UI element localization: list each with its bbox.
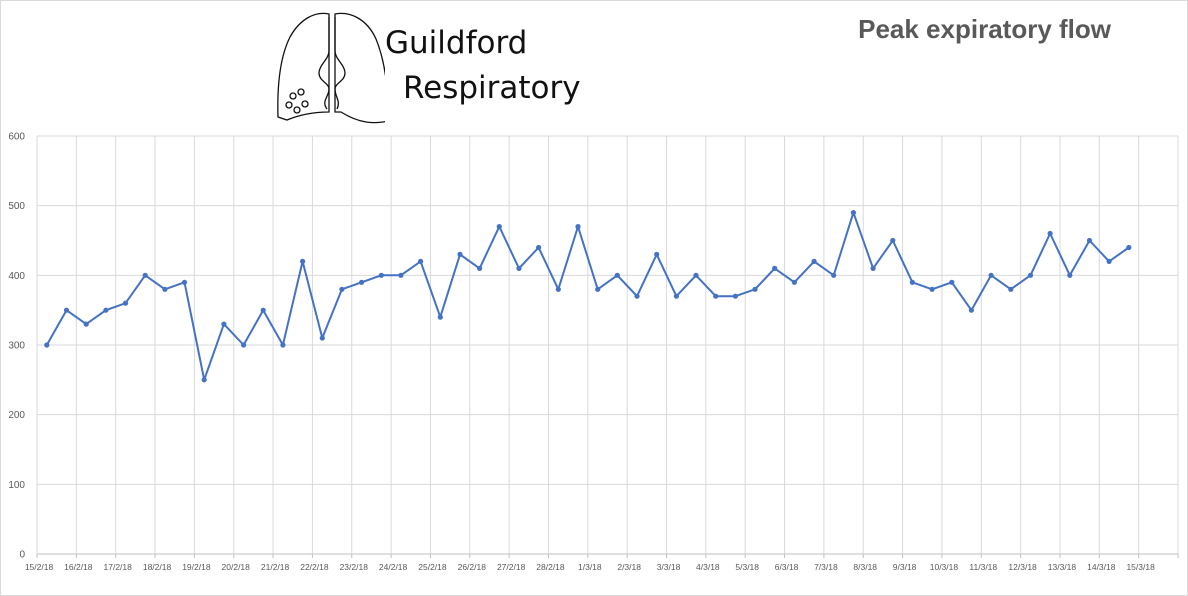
x-tick-label: 15/3/18 xyxy=(1126,562,1155,572)
y-tick-label: 500 xyxy=(8,201,25,212)
data-point xyxy=(83,321,89,327)
x-tick-label: 13/3/18 xyxy=(1048,562,1077,572)
data-point xyxy=(949,279,955,285)
x-tick-label: 14/3/18 xyxy=(1087,562,1116,572)
data-point xyxy=(201,377,207,383)
x-tick-label: 28/2/18 xyxy=(536,562,565,572)
data-point xyxy=(654,251,660,257)
data-point xyxy=(732,293,739,299)
x-tick-label: 10/3/18 xyxy=(930,562,959,572)
data-point xyxy=(359,279,365,285)
data-point xyxy=(909,279,916,285)
x-tick-label: 9/3/18 xyxy=(893,562,917,572)
y-tick-label: 100 xyxy=(8,480,25,491)
data-point xyxy=(791,279,798,285)
data-point xyxy=(1106,258,1112,264)
x-tick-label: 25/2/18 xyxy=(418,562,447,572)
data-point xyxy=(477,265,483,271)
x-tick-label: 12/3/18 xyxy=(1008,562,1037,572)
data-point xyxy=(142,272,148,278)
data-point xyxy=(1027,272,1034,278)
x-tick-label: 11/3/18 xyxy=(969,562,997,572)
data-point xyxy=(772,265,778,271)
x-tick-label: 16/2/18 xyxy=(64,562,93,572)
y-tick-label: 600 xyxy=(8,132,25,143)
data-point xyxy=(870,265,876,271)
x-tick-label: 6/3/18 xyxy=(775,562,799,572)
data-point xyxy=(634,293,640,299)
data-point xyxy=(850,210,857,216)
x-tick-label: 17/2/18 xyxy=(104,562,133,572)
data-point xyxy=(181,279,188,285)
data-point xyxy=(555,286,561,292)
x-tick-label: 4/3/18 xyxy=(696,562,720,572)
data-point xyxy=(496,224,502,230)
y-tick-label: 200 xyxy=(8,410,25,421)
x-tick-label: 24/2/18 xyxy=(379,562,408,572)
x-tick-label: 15/2/18 xyxy=(25,562,54,572)
data-point xyxy=(595,286,601,292)
data-point xyxy=(713,293,719,299)
y-tick-label: 0 xyxy=(19,550,25,561)
x-tick-label: 1/3/18 xyxy=(578,562,602,572)
series-line xyxy=(45,211,1130,381)
data-point xyxy=(44,342,50,348)
data-point xyxy=(575,224,581,230)
data-point xyxy=(241,342,247,348)
data-point xyxy=(831,272,837,278)
data-point xyxy=(457,251,463,257)
x-tick-label: 2/3/18 xyxy=(617,562,641,572)
logo-text-line2: Respiratory xyxy=(403,70,581,106)
chart-title: Peak expiratory flow xyxy=(858,14,1111,44)
data-point xyxy=(1126,244,1132,251)
y-tick-label: 400 xyxy=(8,271,25,282)
data-point xyxy=(103,307,109,313)
data-point xyxy=(890,237,896,244)
x-tick-label: 7/3/18 xyxy=(814,562,838,572)
data-point xyxy=(398,272,404,278)
data-point xyxy=(752,286,758,292)
data-point xyxy=(260,307,266,313)
data-point xyxy=(516,265,522,271)
x-tick-label: 5/3/18 xyxy=(735,562,759,572)
x-tick-label: 21/2/18 xyxy=(261,562,290,572)
data-point xyxy=(536,244,542,251)
x-tick-label: 8/3/18 xyxy=(853,562,877,572)
data-point xyxy=(437,314,443,320)
data-point xyxy=(300,258,306,264)
x-tick-label: 18/2/18 xyxy=(143,562,172,572)
data-point xyxy=(811,258,817,264)
x-tick-label: 3/3/18 xyxy=(657,562,681,572)
guildford-respiratory-logo: Guildford Respiratory xyxy=(275,9,595,131)
data-point xyxy=(162,286,168,292)
data-point xyxy=(1086,237,1093,244)
x-tick-label: 23/2/18 xyxy=(340,562,369,572)
data-point xyxy=(378,272,384,278)
data-point xyxy=(63,307,70,313)
data-point xyxy=(339,286,345,292)
data-point xyxy=(693,272,699,278)
data-point xyxy=(1008,286,1014,292)
x-tick-label: 19/2/18 xyxy=(182,562,211,572)
data-point xyxy=(929,286,935,292)
data-point xyxy=(280,342,286,348)
x-tick-label: 26/2/18 xyxy=(458,562,487,572)
y-tick-label: 300 xyxy=(8,341,25,352)
logo-text-line1: Guildford xyxy=(385,25,528,61)
data-point xyxy=(319,335,325,341)
x-tick-label: 27/2/18 xyxy=(497,562,526,572)
data-point xyxy=(673,293,680,299)
data-point xyxy=(968,307,975,313)
x-tick-label: 22/2/18 xyxy=(300,562,329,572)
data-point xyxy=(988,272,994,278)
data-point xyxy=(614,272,620,278)
data-point xyxy=(418,258,424,264)
data-point xyxy=(1067,272,1073,278)
data-point xyxy=(1047,230,1053,237)
x-tick-label: 20/2/18 xyxy=(222,562,251,572)
data-point xyxy=(221,321,227,327)
data-point xyxy=(122,300,129,306)
